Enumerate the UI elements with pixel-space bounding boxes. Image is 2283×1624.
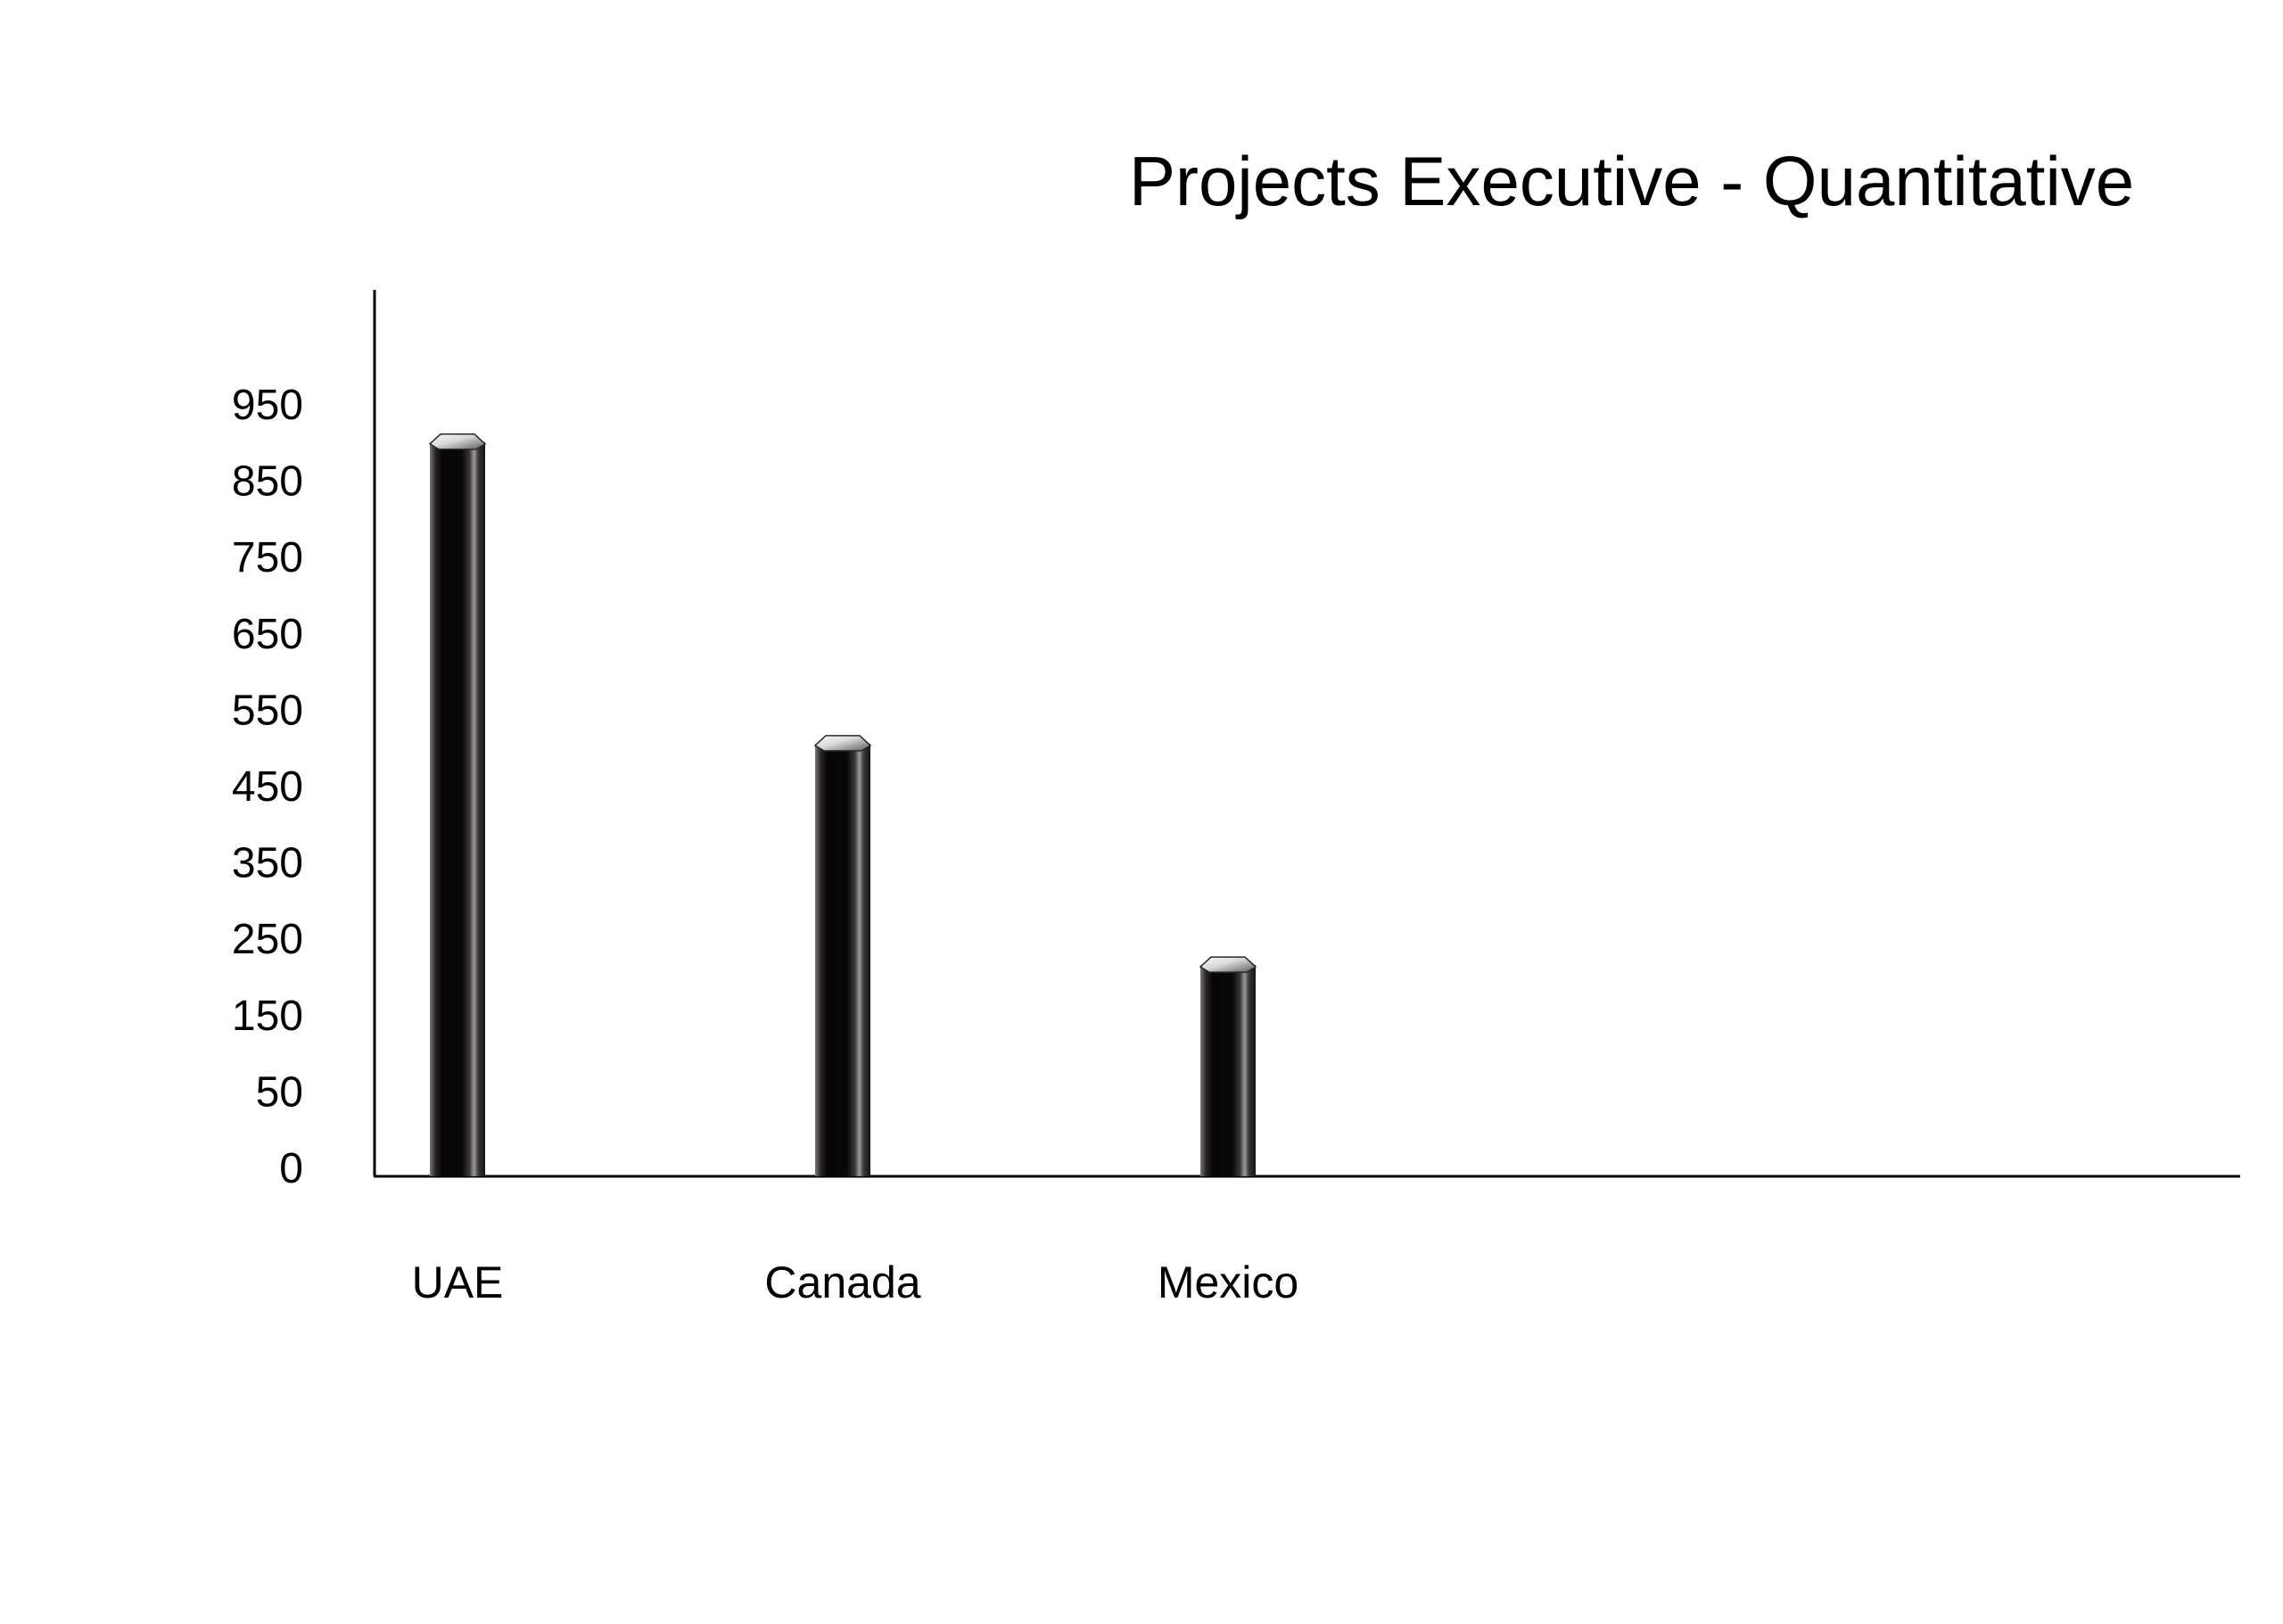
bar [815, 743, 870, 1176]
bar-cap [1199, 956, 1257, 973]
y-axis-ticks: 0 50 150 250 350 450 550 650 750 850 950 [232, 382, 303, 1192]
y-tick-label: 150 [232, 993, 303, 1040]
bar-cap [813, 735, 872, 752]
chart-title: Projects Executive - Quantitative [1129, 142, 2134, 220]
y-tick-label: 550 [232, 687, 303, 734]
y-tick-label: 950 [232, 382, 303, 429]
y-tick-label: 0 [279, 1145, 303, 1192]
bars [428, 433, 1257, 1176]
y-tick-label: 850 [232, 458, 303, 506]
y-tick-label: 250 [232, 916, 303, 963]
y-tick-label: 450 [232, 763, 303, 811]
y-tick-label: 350 [232, 840, 303, 887]
y-tick-label: 650 [232, 611, 303, 658]
y-tick-label: 50 [256, 1068, 303, 1116]
x-axis-labels: UAE Canada Mexico [412, 1257, 1299, 1307]
bar-cap [428, 433, 487, 450]
x-tick-label: Mexico [1158, 1257, 1298, 1307]
x-tick-label: Canada [764, 1257, 920, 1307]
bar [430, 441, 485, 1176]
bar [1200, 965, 1256, 1176]
y-tick-label: 750 [232, 534, 303, 581]
x-tick-label: UAE [412, 1257, 504, 1307]
